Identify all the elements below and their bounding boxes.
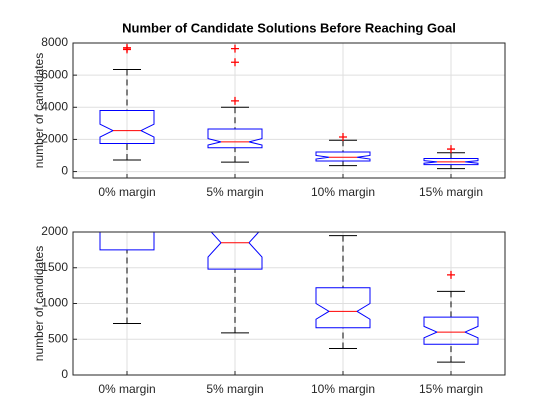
chart-title: Number of Candidate Solutions Before Rea… [122, 20, 456, 35]
x-tick-label: 10% margin [311, 185, 375, 199]
box [423, 316, 479, 345]
outlier [231, 58, 239, 67]
box [207, 128, 263, 149]
x-tick-label: 15% margin [419, 382, 483, 396]
y-tick-label: 0 [61, 164, 68, 178]
outlier [447, 145, 455, 154]
y-tick-label: 1000 [41, 296, 68, 310]
y-tick-label: 8000 [41, 35, 68, 49]
y-tick-label: 6000 [41, 67, 68, 81]
box [99, 110, 155, 144]
y-axis-label: number of candidates [32, 53, 46, 168]
y-axis-label: number of candidates [32, 246, 46, 361]
y-tick-label: 500 [48, 331, 68, 345]
plot-area [99, 217, 479, 363]
outlier [231, 44, 239, 53]
outlier [339, 133, 347, 142]
axes: number of candidates 0 500 1000 1500 2000 0% m… [32, 217, 506, 396]
x-tick-label: 5% margin [206, 185, 263, 199]
outlier [231, 96, 239, 105]
x-tick-label: 0% margin [98, 382, 155, 396]
x-tick-label: 0% margin [98, 185, 155, 199]
box [315, 151, 371, 162]
x-tick-label: 10% margin [311, 382, 375, 396]
outlier [123, 43, 131, 52]
x-tick-label: 15% margin [419, 185, 483, 199]
y-tick-label: 0 [61, 367, 68, 381]
y-tick-label: 4000 [41, 99, 68, 113]
box [315, 287, 371, 329]
box [207, 232, 263, 270]
box [423, 158, 479, 166]
outlier [339, 217, 347, 225]
x-tick-label: 5% margin [206, 382, 263, 396]
y-tick-label: 2000 [41, 224, 68, 238]
axes-frame [72, 42, 506, 179]
outlier [447, 270, 455, 279]
y-tick-label: 2000 [41, 132, 68, 146]
y-tick-label: 1500 [41, 260, 68, 274]
axes-frame [72, 231, 506, 376]
plot-area [99, 43, 479, 170]
axes: Number of Candidate Solutions Before Rea… [32, 20, 506, 199]
